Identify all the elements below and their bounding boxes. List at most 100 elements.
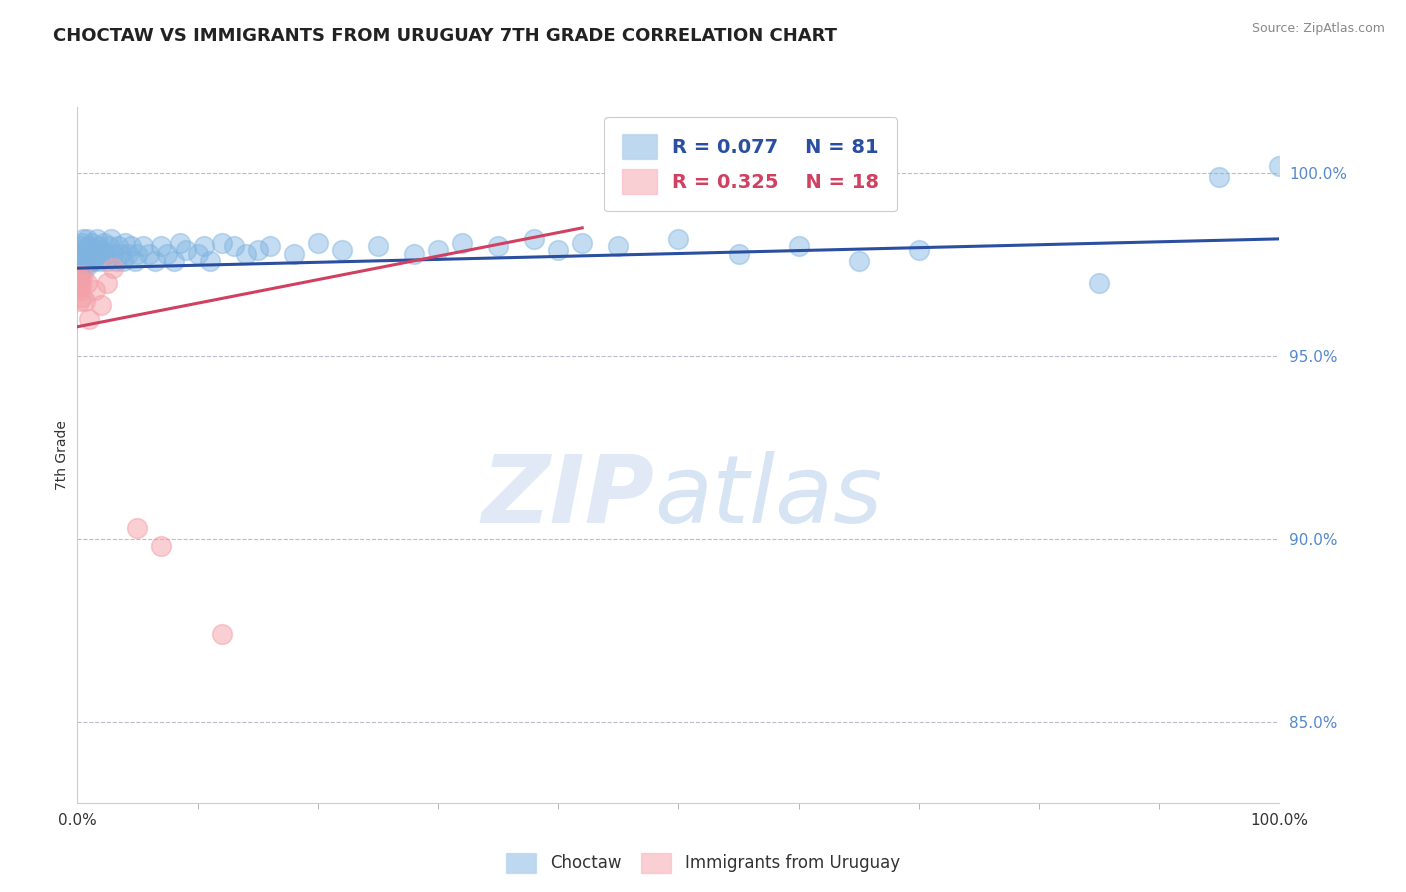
Legend: Choctaw, Immigrants from Uruguay: Choctaw, Immigrants from Uruguay: [499, 847, 907, 880]
Point: [235, 246, 257, 260]
Point: [1268, 159, 1291, 173]
Point: [1208, 169, 1230, 184]
Point: [110, 246, 132, 260]
Point: [66, 268, 89, 283]
Point: [451, 235, 474, 250]
Point: [84, 283, 107, 297]
Point: [571, 235, 593, 250]
Point: [132, 239, 155, 253]
Legend: R = 0.077    N = 81, R = 0.325    N = 18: R = 0.077 N = 81, R = 0.325 N = 18: [605, 117, 897, 211]
Point: [79, 246, 101, 260]
Point: [117, 246, 139, 260]
Point: [908, 243, 931, 257]
Point: [330, 243, 353, 257]
Y-axis label: 7th Grade: 7th Grade: [55, 420, 69, 490]
Point: [70, 246, 93, 260]
Point: [70, 253, 93, 268]
Point: [150, 239, 173, 253]
Point: [787, 239, 810, 253]
Text: CHOCTAW VS IMMIGRANTS FROM URUGUAY 7TH GRADE CORRELATION CHART: CHOCTAW VS IMMIGRANTS FROM URUGUAY 7TH G…: [53, 27, 838, 45]
Point: [547, 243, 569, 257]
Point: [198, 253, 221, 268]
Point: [69, 272, 91, 286]
Point: [156, 246, 179, 260]
Point: [69, 246, 91, 260]
Point: [174, 243, 197, 257]
Point: [222, 239, 245, 253]
Point: [70, 268, 93, 283]
Text: atlas: atlas: [654, 451, 883, 542]
Point: [79, 253, 101, 268]
Point: [104, 253, 127, 268]
Point: [127, 521, 149, 535]
Point: [76, 276, 98, 290]
Point: [367, 239, 389, 253]
Point: [72, 268, 94, 283]
Point: [70, 279, 93, 293]
Point: [307, 235, 329, 250]
Point: [69, 294, 91, 309]
Point: [124, 253, 146, 268]
Text: ZIP: ZIP: [481, 450, 654, 542]
Point: [127, 246, 149, 260]
Point: [211, 235, 233, 250]
Point: [96, 253, 118, 268]
Point: [82, 243, 104, 257]
Point: [73, 258, 96, 272]
Point: [727, 246, 749, 260]
Point: [67, 276, 90, 290]
Point: [162, 253, 184, 268]
Point: [96, 246, 118, 260]
Point: [193, 239, 215, 253]
Point: [90, 243, 112, 257]
Point: [668, 232, 690, 246]
Point: [89, 253, 111, 268]
Point: [72, 253, 94, 268]
Point: [72, 232, 94, 246]
Point: [107, 239, 129, 253]
Point: [70, 290, 93, 304]
Point: [848, 253, 870, 268]
Point: [93, 235, 115, 250]
Point: [67, 283, 90, 297]
Point: [103, 261, 125, 276]
Point: [402, 246, 425, 260]
Text: Source: ZipAtlas.com: Source: ZipAtlas.com: [1251, 22, 1385, 36]
Point: [77, 239, 100, 253]
Point: [84, 246, 107, 260]
Point: [138, 246, 160, 260]
Point: [427, 243, 450, 257]
Point: [96, 276, 118, 290]
Point: [186, 246, 209, 260]
Point: [211, 627, 233, 641]
Point: [1088, 276, 1111, 290]
Point: [111, 253, 134, 268]
Point: [76, 250, 98, 264]
Point: [114, 235, 136, 250]
Point: [73, 246, 96, 260]
Point: [100, 232, 122, 246]
Point: [70, 239, 93, 253]
Point: [87, 246, 110, 260]
Point: [76, 232, 98, 246]
Point: [69, 258, 91, 272]
Point: [86, 232, 108, 246]
Point: [607, 239, 630, 253]
Point: [66, 246, 89, 260]
Point: [73, 294, 96, 309]
Point: [80, 235, 103, 250]
Point: [90, 298, 112, 312]
Point: [283, 246, 305, 260]
Point: [77, 258, 100, 272]
Point: [87, 239, 110, 253]
Point: [97, 239, 120, 253]
Point: [523, 232, 546, 246]
Point: [103, 246, 125, 260]
Point: [67, 268, 90, 283]
Point: [83, 253, 105, 268]
Point: [67, 253, 90, 268]
Point: [120, 239, 142, 253]
Point: [246, 243, 269, 257]
Point: [150, 540, 173, 554]
Point: [169, 235, 191, 250]
